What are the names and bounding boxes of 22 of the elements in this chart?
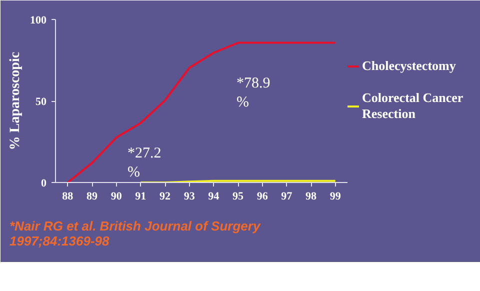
annotation: *78.9 % bbox=[236, 75, 270, 110]
x-tick-label: 95 bbox=[232, 190, 244, 202]
y-tick-label: 50 bbox=[36, 96, 47, 108]
x-tick-label: 90 bbox=[110, 190, 122, 202]
x-tick-label: 94 bbox=[208, 190, 220, 202]
x-tick-label: 91 bbox=[135, 190, 146, 202]
x-tick-label: 99 bbox=[330, 190, 342, 202]
x-tick-label: 98 bbox=[306, 190, 317, 202]
legend-label: Cholecystectomy bbox=[362, 58, 456, 74]
legend-label: Colorectal Cancer Resection bbox=[362, 90, 464, 122]
line-series bbox=[66, 42, 336, 182]
y-tick-label: 0 bbox=[41, 178, 47, 190]
x-tick-label: 92 bbox=[160, 190, 171, 202]
annotation: *27.2 % bbox=[128, 145, 162, 180]
text: *Nair RG et al. British Journal of Surgery 1997;84:1369-98 bbox=[10, 218, 261, 248]
x-tick-label: 93 bbox=[184, 190, 196, 202]
x-tick-label: 97 bbox=[281, 190, 293, 202]
y-tick-label: 100 bbox=[30, 14, 47, 26]
x-tick-label: 88 bbox=[62, 190, 74, 202]
x-tick-label: 89 bbox=[86, 190, 98, 202]
x-tick-label: 96 bbox=[256, 190, 268, 202]
y-axis-title: % Laparoscopic bbox=[8, 52, 23, 150]
